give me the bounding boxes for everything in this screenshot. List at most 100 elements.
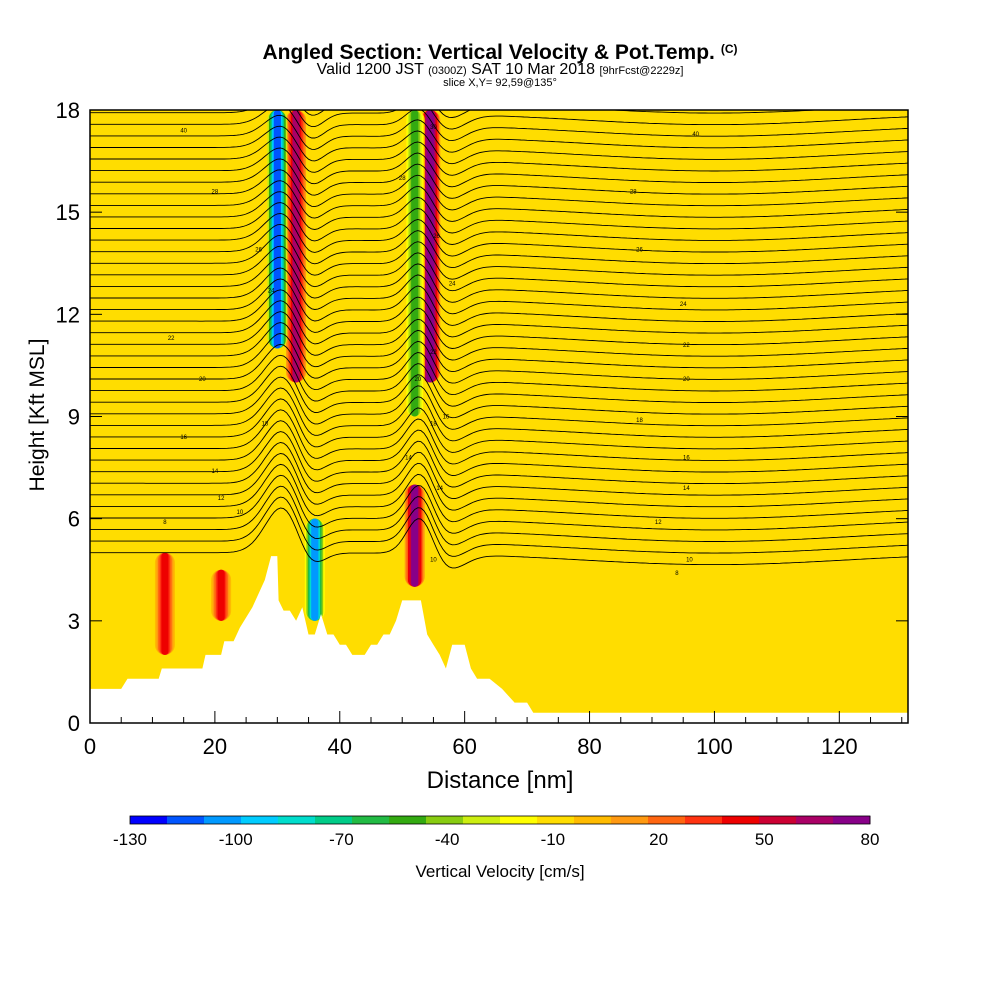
y-axis-label: Height [Kft MSL] (26, 338, 49, 492)
colorbar-swatch (500, 816, 538, 824)
theta-contour (90, 496, 908, 557)
contour-label: 10 (237, 510, 244, 516)
theta-contour (90, 322, 908, 373)
colorbar-swatch (241, 816, 279, 824)
colorbar-swatch (315, 816, 353, 824)
contour-label: 22 (168, 336, 175, 342)
theta-contour (90, 442, 908, 500)
theta-contour (90, 191, 908, 234)
theta-contour (90, 278, 908, 326)
colorbar-swatch (204, 816, 242, 824)
y-tick-label: 18 (56, 98, 80, 123)
colorbar-tick-label: 20 (649, 830, 668, 849)
theta-contour (90, 376, 908, 430)
theta-contour (90, 474, 908, 534)
contour-labels: 40 28 26 24 22 20 18 16 14 12 10 8 28 20 22 24 26 30 18 16 1… (163, 125, 699, 577)
contour-label: 20 (414, 377, 421, 383)
colorbar-swatch (389, 816, 427, 824)
contour-label: 14 (405, 455, 412, 461)
theta-contour (90, 311, 908, 361)
theta-contour (90, 365, 908, 419)
theta-contour (90, 409, 908, 465)
theta-contour (90, 245, 908, 292)
theta-contour (90, 110, 908, 130)
theta-contour (90, 398, 908, 453)
x-tick-label: 120 (821, 734, 858, 759)
contour-label: 30 (430, 125, 437, 131)
contour-label: 14 (436, 486, 443, 492)
valid-time: Valid 1200 JST (316, 61, 424, 78)
contour-label: 24 (268, 288, 275, 294)
theta-contour (90, 485, 908, 546)
colorbar-swatch (611, 816, 649, 824)
colorbar-tick-label: -70 (329, 830, 354, 849)
contour-label: 12 (218, 496, 225, 502)
theta-contour (90, 213, 908, 257)
theta-contour (90, 300, 908, 349)
x-tick-label: 60 (452, 734, 476, 759)
colorbar-swatch (130, 816, 168, 824)
y-tick-label: 6 (68, 507, 80, 532)
theta-contour (90, 431, 908, 488)
theta-contour (90, 125, 908, 165)
contour-label: 18 (636, 418, 643, 424)
theta-contour (90, 110, 908, 142)
y-tick-label: 0 (68, 711, 80, 736)
velocity-feature-3 (161, 552, 169, 655)
theta-contour (90, 202, 908, 245)
theta-contour (90, 453, 908, 511)
contour-label: 8 (675, 571, 679, 577)
y-tick-label: 15 (56, 200, 80, 225)
colorbar-swatch (574, 816, 612, 824)
theta-contour (303, 110, 826, 118)
contour-label: 24 (680, 302, 687, 308)
contour-label: 22 (683, 343, 690, 349)
contour-label: 28 (212, 190, 219, 196)
colorbar-swatch (796, 816, 834, 824)
colorbar-swatch (722, 816, 760, 824)
colorbar-tick-label: 80 (861, 830, 880, 849)
x-tick-label: 0 (84, 734, 96, 759)
y-tick-label: 12 (56, 302, 80, 327)
theta-contours (90, 110, 908, 569)
colorbar-swatch (352, 816, 390, 824)
velocity-feature-7 (411, 110, 419, 417)
contour-label: 18 (261, 421, 268, 427)
colorbar-tick-label: -130 (113, 830, 147, 849)
contour-label: 40 (692, 132, 699, 138)
theta-contour (90, 289, 908, 338)
chart-title: Angled Section: Vertical Velocity & Pot.… (0, 37, 1000, 65)
contour-label: 40 (180, 128, 187, 134)
velocity-feature-1 (426, 110, 434, 383)
theta-contour (90, 147, 908, 188)
forecast-info: [9hrFcst@2229z] (599, 65, 684, 77)
contour-label: 8 (163, 520, 167, 526)
theta-contour (90, 180, 908, 222)
y-tick-label: 3 (68, 609, 80, 634)
contour-label: 10 (686, 558, 693, 564)
contour-label: 28 (399, 176, 406, 182)
colorbar-tick-label: -100 (219, 830, 253, 849)
y-tick-label: 9 (68, 405, 80, 430)
colorbar-swatch (167, 816, 205, 824)
theta-contour (90, 343, 908, 396)
axes: 0 20 40 60 80 100 120 0 3 6 9 12 15 18 (56, 98, 908, 759)
contour-label: 16 (180, 435, 187, 441)
velocity-feature-6 (311, 518, 319, 621)
theta-contour (90, 267, 908, 315)
contour-label: 26 (255, 248, 262, 254)
colorbar-swatch (537, 816, 575, 824)
colorbar-tick-label: -10 (541, 830, 566, 849)
contour-label: 14 (212, 469, 219, 475)
theta-contour (90, 420, 908, 476)
x-tick-label: 100 (696, 734, 733, 759)
terrain-profile (90, 556, 908, 723)
colorbar-swatch (833, 816, 871, 824)
colorbar-swatch (463, 816, 501, 824)
contour-label: 28 (630, 190, 637, 196)
colorbar-label: Vertical Velocity [cm/s] (415, 862, 585, 881)
x-tick-label: 20 (203, 734, 227, 759)
slice-info: slice X,Y= 92,59@135° (443, 77, 557, 89)
theta-contour (90, 234, 908, 280)
